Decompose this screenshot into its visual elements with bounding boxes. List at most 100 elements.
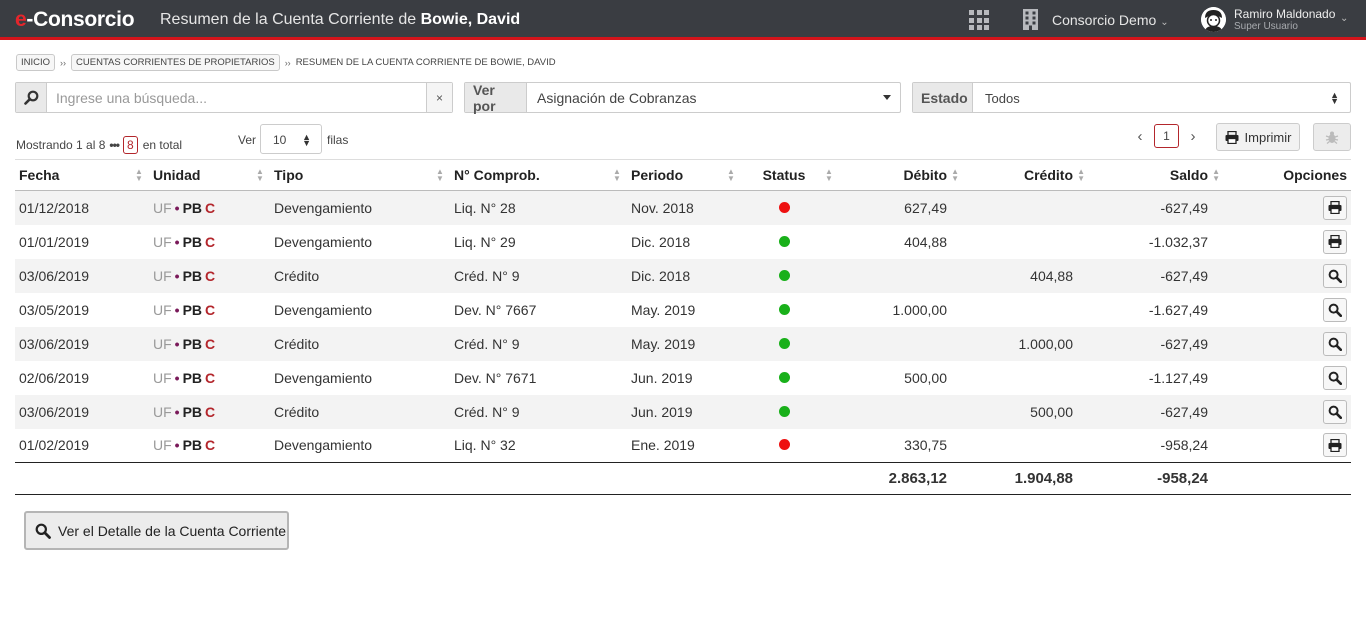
table-row[interactable]: 03/06/2019 UF • PB C Crédito Créd. N° 9 Jun. 20…: [15, 394, 1351, 429]
cell-tipo: Crédito: [270, 258, 450, 293]
row-view-button[interactable]: [1323, 297, 1347, 322]
breadcrumb-cuentas-corrientes[interactable]: CUENTAS CORRIENTES DE PROPIETARIOS: [71, 54, 280, 71]
row-view-button[interactable]: [1323, 263, 1347, 288]
cell-periodo: Dic. 2018: [627, 258, 734, 293]
table-row[interactable]: 02/06/2019 UF • PB C Devengamiento Dev. N° 767…: [15, 361, 1351, 395]
search-input[interactable]: [48, 83, 426, 112]
cell-status: [734, 326, 834, 361]
cell-unidad: UF • PB C: [149, 190, 270, 225]
cell-credito: 500,00: [961, 394, 1087, 429]
ver-por-select[interactable]: Ver por Asignación de Cobranzas: [464, 82, 901, 114]
cell-fecha: 03/06/2019: [15, 258, 149, 293]
cell-unidad: UF • PB C: [149, 428, 270, 463]
cell-credito: 404,88: [961, 258, 1087, 293]
page-number[interactable]: 1: [1154, 124, 1179, 148]
cell-comprobante: Liq. N° 28: [450, 190, 627, 225]
apps-grid-icon[interactable]: [969, 10, 989, 30]
chevron-right-icon[interactable]: ›: [1190, 127, 1196, 145]
breadcrumb-separator-icon: ››: [60, 57, 67, 68]
brand-logo[interactable]: e-Consorcio: [15, 8, 135, 31]
row-view-button[interactable]: [1323, 399, 1347, 424]
col-header-periodo[interactable]: Periodo ▲ ▼: [627, 159, 735, 191]
col-header-credito[interactable]: Crédito ▲ ▼: [961, 159, 1087, 191]
cell-status: [734, 361, 834, 395]
consorcio-selector[interactable]: Consorcio Demo ⌄: [1052, 12, 1169, 28]
cell-saldo: -627,49: [1087, 258, 1222, 293]
table-row[interactable]: 03/06/2019 UF • PB C Crédito Créd. N° 9 Dic. 20…: [15, 258, 1351, 293]
cell-credito: [961, 361, 1087, 395]
search-group: ×: [15, 82, 453, 113]
status-dot-icon: [778, 371, 790, 383]
cell-unidad: UF • PB C: [149, 394, 270, 429]
col-header-saldo[interactable]: Saldo ▲ ▼: [1087, 159, 1222, 191]
user-name[interactable]: Ramiro Maldonado: [1234, 7, 1336, 21]
view-detail-button[interactable]: Ver el Detalle de la Cuenta Corriente: [24, 511, 289, 550]
col-header-tipo[interactable]: Tipo ▲ ▼: [270, 159, 450, 191]
chevron-left-icon[interactable]: ‹: [1137, 127, 1143, 145]
cell-comprobante: Créd. N° 9: [450, 258, 627, 293]
ellipsis-icon: •••: [109, 138, 120, 152]
print-button[interactable]: Imprimir: [1216, 123, 1300, 151]
status-dot-icon: [778, 405, 790, 417]
print-icon: [1328, 438, 1342, 452]
table-row[interactable]: 03/05/2019 UF • PB C Devengamiento Dev. N° 766…: [15, 293, 1351, 327]
estado-select[interactable]: Estado Todos ▲ ▼: [912, 82, 1351, 113]
showing-text: Mostrando 1 al 8: [16, 138, 106, 152]
col-header-debito[interactable]: Débito ▲ ▼: [834, 159, 961, 191]
col-header-comprobante[interactable]: N° Comprob. ▲ ▼: [450, 159, 627, 191]
table-row[interactable]: 01/01/2019 UF • PB C Devengamiento Liq. N° 29 D…: [15, 225, 1351, 259]
cell-opciones: [1222, 326, 1351, 361]
cell-saldo: -1.127,49: [1148, 369, 1208, 386]
col-header-status[interactable]: Status ▲ ▼: [734, 159, 834, 191]
cell-fecha: 01/01/2019: [19, 233, 90, 250]
cell-unidad: UF • PB C: [153, 233, 216, 250]
row-print-button[interactable]: [1323, 229, 1347, 254]
total-credito: 1.904,88: [961, 462, 1087, 495]
row-print-button[interactable]: [1323, 433, 1347, 458]
debug-button[interactable]: [1313, 123, 1351, 151]
cell-unidad: UF • PB C: [153, 301, 216, 318]
cell-unidad: UF • PB C: [149, 326, 270, 361]
page-size-select[interactable]: 10 ▲ ▼: [260, 124, 322, 154]
magnifier-icon: [1328, 371, 1342, 385]
cell-credito: [961, 428, 1087, 463]
cell-tipo: Devengamiento: [270, 428, 450, 463]
building-icon: [1023, 9, 1038, 30]
cell-comprobante: Créd. N° 9: [450, 394, 627, 429]
table-row[interactable]: 03/06/2019 UF • PB C Crédito Créd. N° 9 May. 20…: [15, 326, 1351, 361]
col-header-fecha[interactable]: Fecha ▲ ▼: [15, 159, 149, 191]
records-summary: Mostrando 1 al 8 ••• 8 en total: [16, 136, 182, 154]
breadcrumb: INICIO ›› CUENTAS CORRIENTES DE PROPIETA…: [16, 54, 556, 71]
total-records[interactable]: 8: [123, 136, 138, 154]
page-title-name: Bowie, David: [420, 11, 521, 28]
row-view-button[interactable]: [1323, 365, 1347, 390]
cell-tipo: Crédito: [270, 326, 450, 361]
cell-status: [734, 225, 834, 259]
table-row[interactable]: 01/12/2018 UF • PB C Devengamiento Liq. N° 28 N…: [15, 190, 1351, 225]
row-print-button[interactable]: [1323, 195, 1347, 220]
user-avatar[interactable]: [1201, 7, 1226, 32]
search-button[interactable]: [16, 83, 47, 112]
ver-por-label: Ver por: [465, 82, 527, 114]
clear-search-button[interactable]: ×: [426, 83, 452, 112]
page-title: Resumen de la Cuenta Corriente de Bowie,…: [160, 11, 521, 28]
magnifier-icon: [1328, 405, 1342, 419]
cell-fecha: 03/06/2019: [15, 394, 149, 429]
breadcrumb-inicio[interactable]: INICIO: [16, 54, 56, 71]
chevron-down-icon[interactable]: ⌄: [1340, 13, 1349, 24]
cell-fecha: 02/06/2019: [19, 369, 90, 386]
row-view-button[interactable]: [1323, 331, 1347, 356]
col-header-unidad[interactable]: Unidad ▲ ▼: [149, 159, 270, 191]
page-size-value: 10: [273, 133, 287, 147]
cell-periodo: Ene. 2019: [627, 428, 734, 463]
cell-credito: [961, 293, 1087, 327]
table-row[interactable]: 01/02/2019 UF • PB C Devengamiento Liq. N° 32 E…: [15, 428, 1351, 463]
rows-label: filas: [327, 133, 349, 147]
print-label: Imprimir: [1244, 129, 1292, 145]
cell-credito: [961, 225, 1087, 259]
view-detail-label: Ver el Detalle de la Cuenta Corriente: [58, 522, 287, 539]
page-size-label: Ver: [238, 133, 257, 147]
cell-comprobante: Liq. N° 32: [450, 428, 627, 463]
totals-row: 2.863,12 1.904,88 -958,24: [15, 462, 1351, 495]
cell-credito: [961, 190, 1087, 225]
